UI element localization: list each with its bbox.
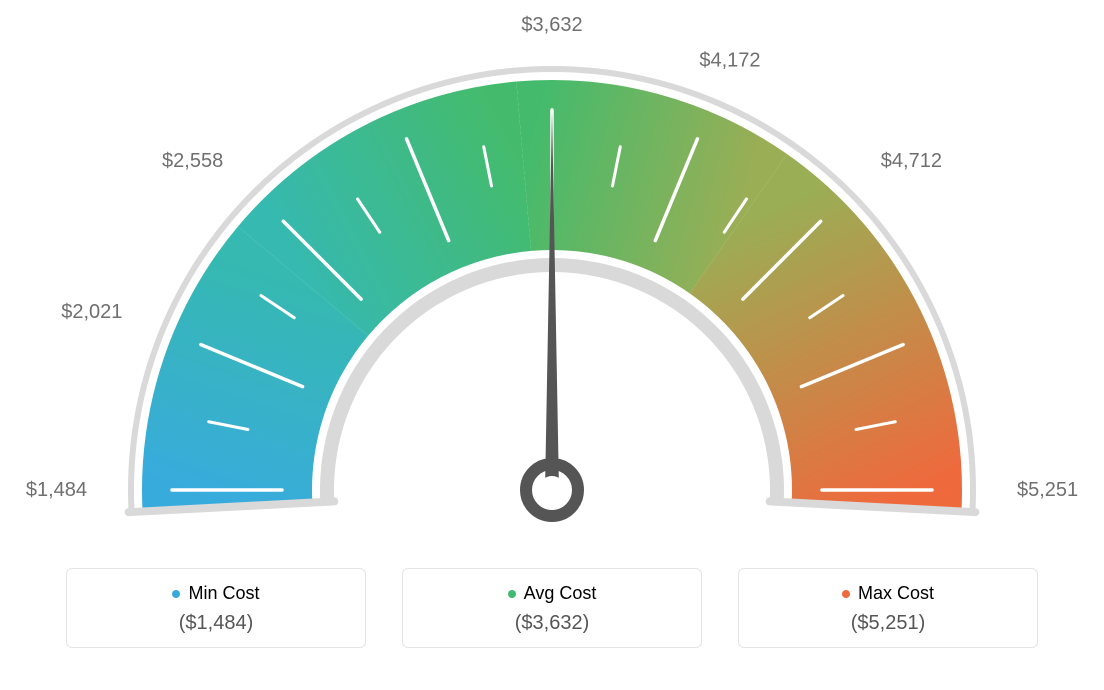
svg-text:$2,021: $2,021 [61,301,122,323]
svg-text:$3,632: $3,632 [521,14,582,36]
dot-icon [172,590,180,598]
svg-text:$4,712: $4,712 [881,150,942,172]
legend-avg-label: Avg Cost [524,583,597,604]
legend-min-value: ($1,484) [67,612,365,635]
svg-text:$4,172: $4,172 [699,49,760,71]
dot-icon [842,590,850,598]
dot-icon [508,590,516,598]
legend-row: Min Cost ($1,484) Avg Cost ($3,632) Max … [0,568,1104,648]
legend-max-header: Max Cost [739,583,1037,604]
legend-min-header: Min Cost [67,583,365,604]
legend-avg-header: Avg Cost [403,583,701,604]
gauge-chart: $1,484 $2,021 $2,558 $3,632 $4,172 $4,712 $5,2… [0,0,1104,560]
legend-avg-value: ($3,632) [403,612,701,635]
legend-card-min: Min Cost ($1,484) [66,568,366,648]
svg-text:$1,484: $1,484 [26,479,87,501]
svg-text:$5,251: $5,251 [1017,479,1078,501]
legend-min-label: Min Cost [188,583,259,604]
svg-text:$2,558: $2,558 [162,150,223,172]
legend-card-max: Max Cost ($5,251) [738,568,1038,648]
legend-max-value: ($5,251) [739,612,1037,635]
legend-card-avg: Avg Cost ($3,632) [402,568,702,648]
legend-max-label: Max Cost [858,583,934,604]
gauge-container: $1,484 $2,021 $2,558 $3,632 $4,172 $4,712 $5,2… [0,0,1104,560]
